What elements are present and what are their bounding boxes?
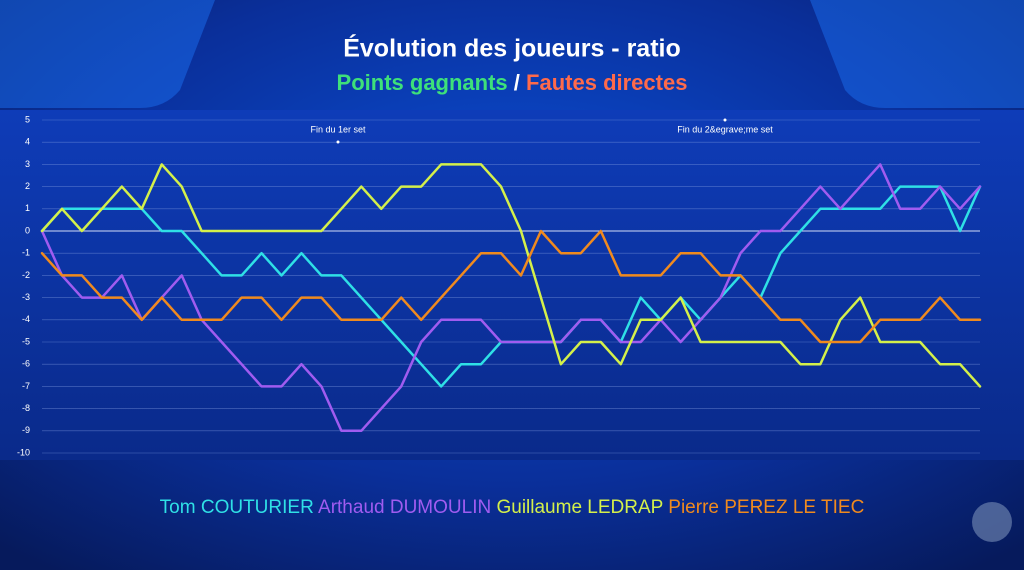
legend: Tom COUTURIER Arthaud DUMOULIN Guillaume… xyxy=(160,497,865,518)
annotations: Fin du 1er set Fin du 2&egrave;me set xyxy=(310,118,773,144)
y-tick-label: 2 xyxy=(25,181,30,191)
y-tick-label: 1 xyxy=(25,203,30,213)
legend-entry: Arthaud DUMOULIN xyxy=(318,497,491,518)
lines xyxy=(40,163,982,433)
y-tick-label: -8 xyxy=(22,403,30,413)
y-tick-label: 0 xyxy=(25,225,30,235)
corner-decor xyxy=(810,0,1024,108)
y-tick-label: -9 xyxy=(22,425,30,435)
y-tick-label: -4 xyxy=(22,314,30,324)
legend-entry: Guillaume LEDRAP xyxy=(496,497,663,518)
annotation: Fin du 1er set xyxy=(310,124,366,134)
y-tick-label: -3 xyxy=(22,292,30,302)
y-tick-label: 3 xyxy=(25,159,30,169)
subtitle-part: Fautes directes xyxy=(526,70,687,95)
legend: Tom COUTURIER Arthaud DUMOULIN Guillaume… xyxy=(160,497,865,518)
subtitle-text: Points gagnants / Fautes directes xyxy=(337,70,688,95)
legend-entry: Tom COUTURIER xyxy=(160,497,314,518)
y-tick-label: 5 xyxy=(25,114,30,124)
y-tick-label: -1 xyxy=(22,248,30,258)
annotation: Fin du 2&egrave;me set xyxy=(677,124,773,134)
corner-decor xyxy=(0,0,215,108)
legend-entry: Pierre PEREZ LE TIEC xyxy=(668,497,864,518)
plot-area xyxy=(0,110,1024,460)
chart-title: Évolution des joueurs - ratio xyxy=(343,34,681,63)
logo xyxy=(972,502,1012,542)
subtitle-part: / xyxy=(514,70,520,95)
subtitle-part: Points gagnants xyxy=(337,70,508,95)
y-tick-label: -2 xyxy=(22,270,30,280)
annotation-dot xyxy=(336,140,340,144)
y-tick-label: -10 xyxy=(17,447,30,457)
y-tick-label: -6 xyxy=(22,359,30,369)
y-tick-label: -5 xyxy=(22,336,30,346)
annotation-dot xyxy=(723,118,727,122)
series-line xyxy=(40,163,982,433)
subtitle: Points gagnants / Fautes directes xyxy=(337,70,688,95)
series-line xyxy=(40,229,982,344)
series-line xyxy=(40,163,982,388)
y-tick-label: 4 xyxy=(25,137,30,147)
y-tick-label: -7 xyxy=(22,381,30,391)
